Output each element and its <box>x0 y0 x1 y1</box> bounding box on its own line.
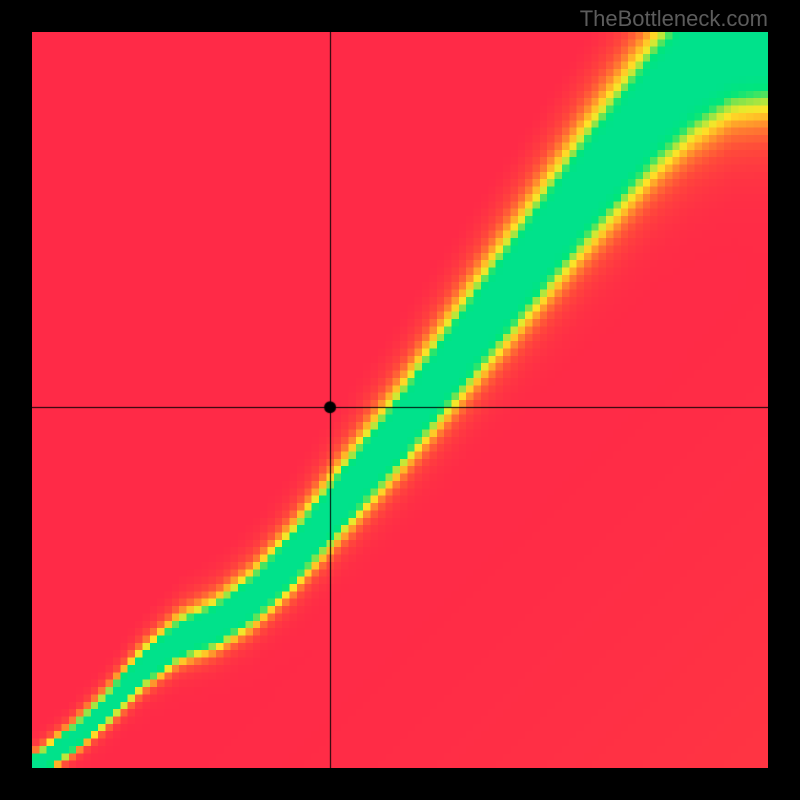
crosshair-overlay <box>32 32 768 768</box>
chart-container: { "watermark": { "text": "TheBottleneck.… <box>0 0 800 800</box>
watermark-text: TheBottleneck.com <box>580 6 768 32</box>
